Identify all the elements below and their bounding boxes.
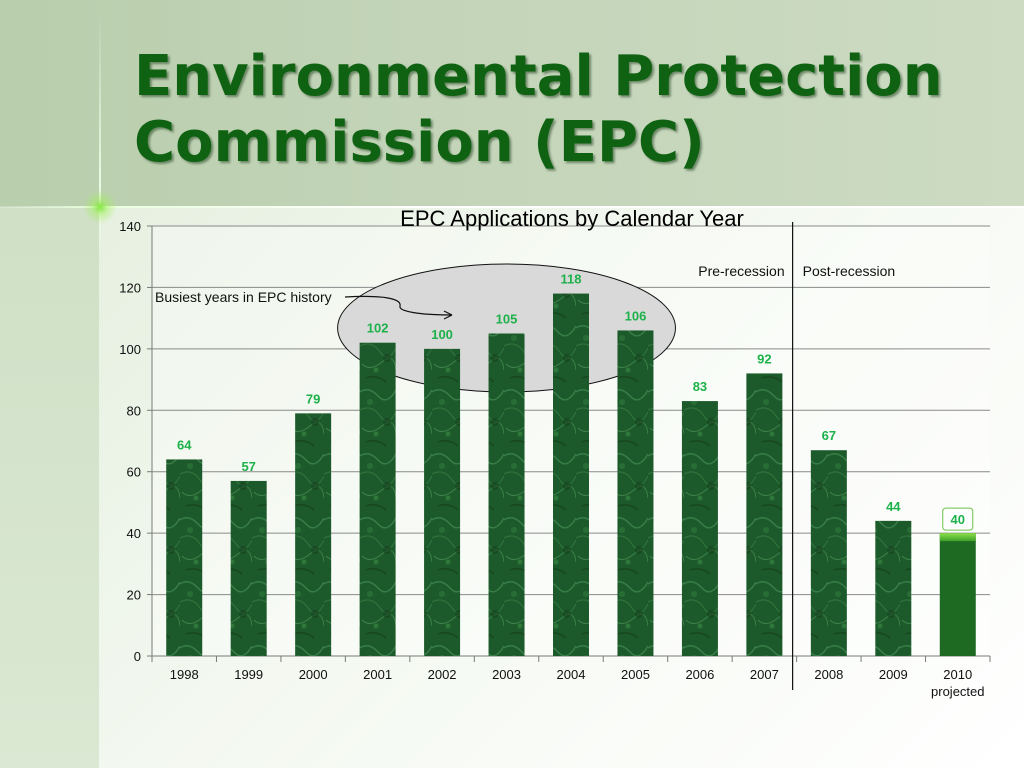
x-tick-label: 2000 [299, 667, 328, 682]
decorative-vertical-line [99, 10, 101, 260]
pre-recession-label: Pre-recession [698, 263, 784, 279]
value-label-2010: 40 [951, 512, 965, 527]
post-recession-label: Post-recession [803, 263, 896, 279]
x-tick-label: 2010 [943, 667, 972, 682]
value-label-2001: 102 [367, 321, 389, 336]
slide-title: Environmental Protection Commission (EPC… [134, 44, 1014, 176]
value-label-2000: 79 [306, 391, 320, 406]
projected-bar-cap [939, 533, 976, 542]
slide-title-line-1: Environmental Protection [134, 44, 943, 109]
bar-1998 [166, 459, 203, 656]
bar-2010 [939, 533, 976, 656]
value-label-2003: 105 [496, 312, 518, 327]
x-tick-label: 2008 [814, 667, 843, 682]
y-tick-label: 0 [134, 649, 141, 664]
y-tick-label: 40 [127, 526, 141, 541]
projected-value-box [942, 507, 974, 531]
value-label-2006: 83 [693, 379, 707, 394]
y-tick-label: 60 [127, 465, 141, 480]
decorative-horizontal-line [0, 206, 1024, 208]
x-tick-label: 1999 [234, 667, 263, 682]
x-tick-label: 2009 [879, 667, 908, 682]
slide-title-line-2: Commission (EPC) [134, 110, 705, 175]
bar-2007 [746, 373, 783, 656]
bar-2008 [810, 450, 847, 656]
value-label-2009: 44 [886, 499, 901, 514]
x-tick-label: 2001 [363, 667, 392, 682]
decorative-glow [80, 187, 120, 227]
y-tick-label: 100 [119, 342, 141, 357]
value-label-2002: 100 [431, 327, 453, 342]
bar-2004 [553, 293, 589, 656]
bar-2001 [359, 342, 396, 656]
value-label-1998: 64 [177, 437, 192, 452]
x-tick-label: 2007 [750, 667, 779, 682]
busiest-years-arrow [344, 295, 453, 316]
value-label-2008: 67 [822, 428, 836, 443]
value-label-1999: 57 [241, 459, 255, 474]
value-label-2004: 118 [561, 272, 582, 287]
y-tick-label: 20 [127, 588, 141, 603]
value-label-2007: 92 [757, 351, 771, 366]
x-tick-sublabel: projected [931, 684, 984, 699]
x-tick-label: 2004 [557, 667, 586, 682]
bar-2005 [617, 330, 654, 656]
bar-2003 [488, 333, 525, 656]
bar-2009 [875, 520, 912, 656]
title-band [0, 0, 1024, 207]
x-tick-label: 2005 [621, 667, 650, 682]
bar-2006 [681, 401, 718, 656]
x-tick-label: 1998 [170, 667, 199, 682]
bar-1999 [230, 480, 267, 656]
busiest-years-arrowhead [443, 310, 453, 320]
chart-title: EPC Applications by Calendar Year [400, 206, 744, 231]
bar-2002 [424, 348, 461, 656]
busiest-years-label: Busiest years in EPC history [155, 289, 332, 305]
y-tick-label: 80 [127, 403, 141, 418]
left-strip [0, 207, 99, 768]
bar-2000 [295, 413, 332, 656]
x-tick-label: 2003 [492, 667, 521, 682]
x-tick-label: 2002 [428, 667, 457, 682]
value-label-2005: 106 [625, 308, 647, 323]
y-tick-label: 120 [119, 280, 141, 295]
x-tick-label: 2006 [685, 667, 714, 682]
y-tick-label: 140 [119, 219, 141, 234]
